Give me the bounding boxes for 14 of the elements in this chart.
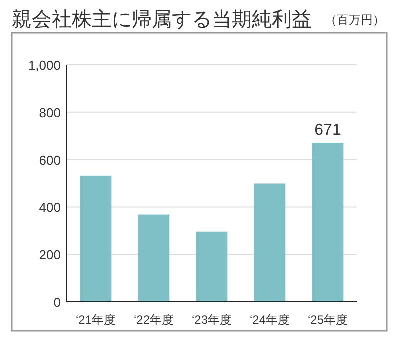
y-tick-label: 1,000	[28, 58, 61, 73]
y-tick-label: 600	[39, 152, 61, 168]
x-tick-label: ‘24年度	[250, 313, 290, 327]
y-tick-label: 0	[54, 295, 61, 310]
y-tick-label: 800	[39, 105, 61, 120]
y-tick-label: 200	[39, 248, 61, 263]
y-tick-label: 400	[39, 200, 61, 216]
x-tick-label: ‘21年度	[76, 313, 116, 327]
data-label: 671	[314, 122, 342, 139]
x-tick-label: ‘23年度	[192, 313, 232, 327]
title: 親会社株主に帰属する当期純利益	[12, 9, 312, 31]
ylabel: （百万円）	[325, 13, 385, 27]
x-tick-label: ‘22年度	[134, 313, 174, 327]
x-tick-label: ‘25年度	[308, 313, 348, 327]
